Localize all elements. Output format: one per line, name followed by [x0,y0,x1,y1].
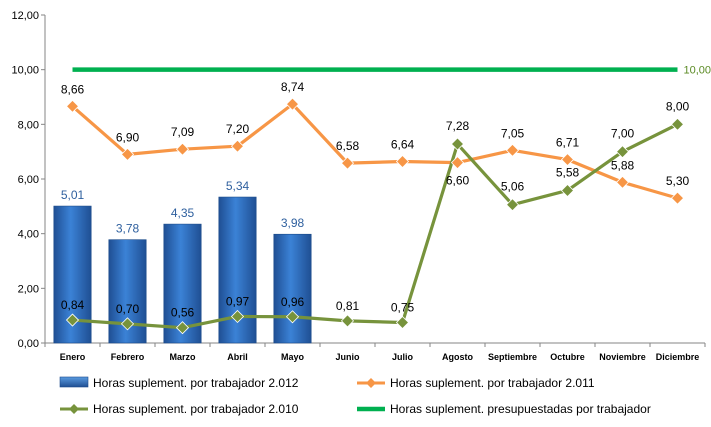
marker-2010 [615,145,630,159]
series-line-2010 [72,122,679,330]
axes: 0,00 2,00 4,00 6,00 8,00 10,00 12,00 Enero Febre… [11,10,706,362]
data-label-2010: 0,56 [171,306,195,320]
marker-2010 [230,309,245,324]
y-tick-label: 8,00 [18,119,39,131]
x-tick-label: Junio [336,352,361,362]
marker-2010 [560,183,575,198]
marker-2010 [670,117,685,131]
marker-2011 [230,139,245,153]
data-label-2010: 0,97 [226,294,250,308]
marker-2010 [340,314,355,328]
bar [273,233,312,344]
legend-entry-2012: Horas suplement. por trabajador 2.012 [59,376,299,390]
legend-entry-2010: Horas suplement. por trabajador 2.010 [60,402,299,416]
data-label-2011: 6,60 [446,174,470,188]
data-labels: 5,01 3,78 4,35 5,34 3,98 10,00 8,66 6,90 7,09 7,2… [61,65,711,320]
data-label-2011: 6,71 [556,136,580,150]
data-label-2010: 0,84 [61,298,85,312]
marker-2010 [285,310,300,324]
data-label-2010: 0,75 [391,301,415,315]
data-label-2011: 6,90 [116,130,140,144]
marker-2010 [505,198,520,212]
legend-label: Horas suplement. por trabajador 2.011 [390,376,595,390]
data-label-2011: 8,74 [281,80,305,94]
x-tick-label: Abril [227,352,248,362]
data-label-2011: 6,58 [336,139,360,153]
x-tick-label: Septiembre [488,352,537,362]
legend-entry-budget: Horas suplement. presupuestadas por trab… [357,402,651,416]
bar-data-label: 3,98 [281,216,305,230]
marker-2011 [340,156,355,170]
marker-2011 [175,142,190,156]
data-label-2011: 7,05 [501,126,525,140]
data-label-2011: 7,20 [226,122,250,136]
data-label-2010: 7,28 [446,119,470,133]
x-tick-label: Agosto [442,352,473,362]
marker-2010 [395,315,410,330]
marker-2011 [65,99,80,113]
data-label-2010: 7,00 [611,127,635,141]
marker-2010 [120,317,135,331]
bar-data-label: 3,78 [116,222,140,236]
legend-label: Horas suplement. por trabajador 2.010 [93,402,299,416]
x-tick-label: Enero [60,352,86,362]
marker-2011 [615,175,630,189]
data-label-2011: 6,64 [391,138,415,152]
y-tick-label: 4,00 [18,229,39,241]
y-tick-label: 12,00 [11,10,39,22]
data-label-2010: 0,70 [116,302,140,316]
data-label-2011: 7,09 [171,125,195,139]
data-label-2011: 5,30 [666,174,690,188]
x-tick-label: Mayo [281,352,305,362]
marker-2011 [120,147,135,161]
marker-2011 [505,143,520,157]
y-tick-label: 6,00 [18,174,39,186]
x-tick-label: Febrero [111,352,145,362]
series-line-2011 [71,102,678,200]
data-label-2011: 5,88 [611,158,635,172]
budget-data-label: 10,00 [684,65,711,77]
data-label-2010: 0,96 [281,295,305,309]
x-tick-label: Marzo [169,352,196,362]
bar-data-label: 5,34 [226,179,250,193]
marker-2011 [560,153,575,167]
legend-swatch [59,376,89,388]
legend-marker [69,404,79,414]
data-label-2010: 0,81 [336,299,360,313]
marker-2011 [670,191,685,205]
x-tick-label: Octubre [550,352,585,362]
x-tick-label: Noviembre [599,352,646,362]
bar-data-label: 5,01 [61,188,85,202]
data-label-2010: 5,58 [556,165,580,179]
legend-label: Horas suplement. presupuestadas por trab… [390,402,651,416]
y-tick-label: 0,00 [18,338,39,350]
legend-marker [366,378,376,388]
y-tick-label: 2,00 [18,283,39,295]
marker-2010 [65,313,80,327]
marker-2011 [395,154,410,169]
data-label-2010: 5,06 [501,180,525,194]
y-tick-label: 10,00 [11,65,39,77]
data-label-2011: 8,66 [61,82,85,96]
legend: Horas suplement. por trabajador 2.012 Hor… [59,376,651,416]
marker-2010 [175,321,190,335]
lines [65,67,685,335]
legend-label: Horas suplement. por trabajador 2.012 [93,376,299,390]
legend-entry-2011: Horas suplement. por trabajador 2.011 [357,376,595,390]
marker-2011 [450,156,465,170]
bar-data-label: 4,35 [171,206,195,220]
x-tick-label: Diciembre [656,352,700,362]
marker-2010 [450,137,465,151]
marker-2011 [285,97,300,111]
data-label-2010: 8,00 [666,99,690,113]
x-tick-label: Julio [392,352,414,362]
